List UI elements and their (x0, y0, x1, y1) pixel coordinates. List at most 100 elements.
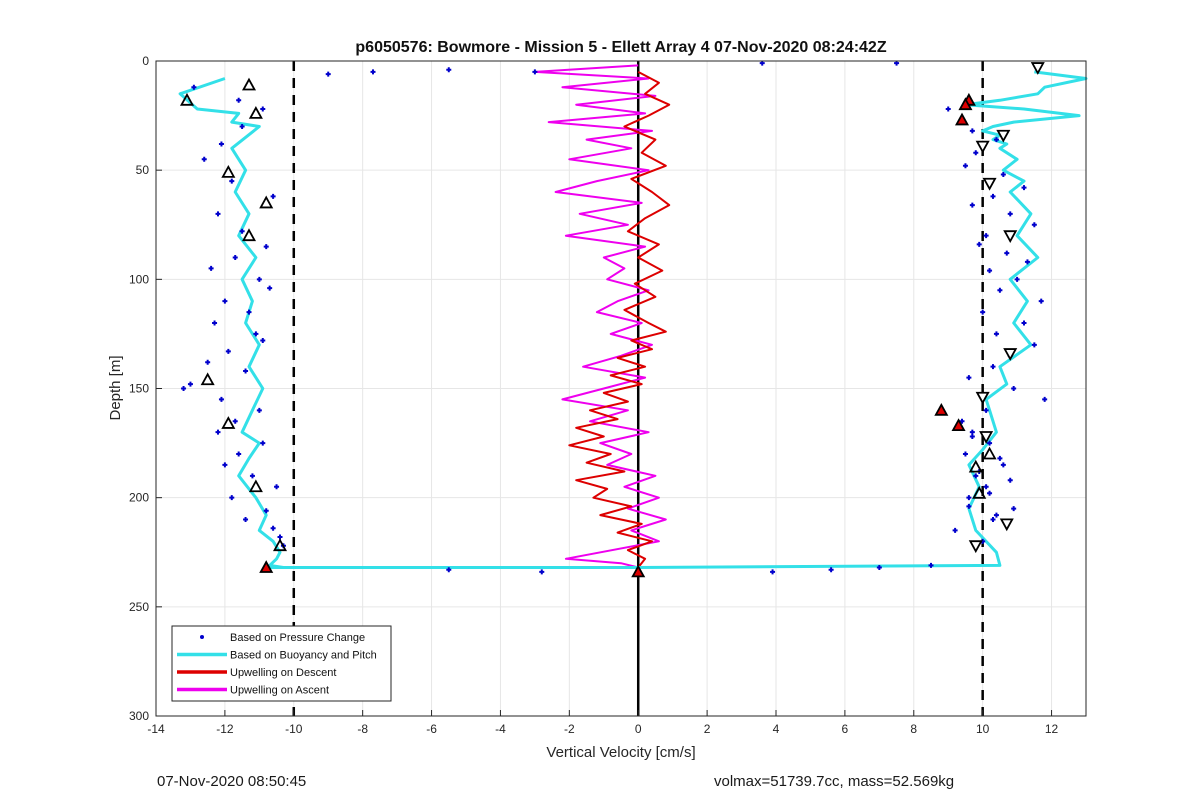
red-triangle-marker (259, 560, 274, 573)
pressure-change-point (232, 418, 238, 424)
pressure-change-point (969, 128, 975, 134)
open-down-triangle-marker (975, 140, 990, 154)
pressure-change-point (990, 193, 996, 199)
red-triangle-marker (951, 418, 966, 432)
open-up-triangle-marker (221, 164, 236, 178)
pressure-change-point (1021, 320, 1027, 326)
pressure-change-point (983, 233, 989, 239)
pressure-change-point (770, 569, 776, 575)
pressure-change-point (260, 440, 266, 446)
pressure-change-point (249, 473, 255, 479)
pressure-change-point (232, 255, 238, 260)
open-down-triangle-marker (1003, 348, 1018, 361)
pressure-change-point (1014, 276, 1020, 282)
series-buoyancy-pitch (178, 70, 1088, 569)
pressure-change-point (239, 124, 245, 129)
open-up-triangle-marker (968, 459, 983, 473)
pressure-change-point (969, 429, 975, 435)
pressure-change-point (1011, 386, 1017, 391)
pressure-change-point (928, 562, 934, 568)
y-tick-label: 150 (129, 382, 149, 396)
x-tick-label: 8 (910, 722, 917, 736)
pressure-change-point (229, 495, 235, 501)
pressure-change-point (1042, 396, 1048, 402)
pressure-change-point (987, 490, 993, 496)
pressure-change-point (990, 517, 996, 522)
plot-area (178, 60, 1088, 578)
x-axis-ticks: -14 -12 -10 -8 -6 -4 -2 0 2 4 6 8 10 12 (147, 710, 1059, 736)
pressure-change-point (1031, 222, 1037, 228)
pressure-change-point (1011, 506, 1017, 512)
open-up-triangle-marker (241, 228, 257, 242)
pressure-change-point (243, 368, 249, 374)
open-down-triangle-marker (982, 177, 997, 191)
y-tick-label: 100 (129, 272, 149, 286)
pressure-change-point (980, 309, 986, 315)
legend: Based on Pressure Change Based on Buoyanc… (171, 625, 392, 702)
pressure-change-point (215, 211, 221, 217)
open-up-triangle-marker (221, 416, 236, 429)
x-tick-label: 0 (635, 722, 642, 736)
legend-label: Based on Pressure Change (230, 632, 365, 644)
x-tick-label: -12 (216, 722, 234, 736)
pressure-change-point (243, 517, 249, 522)
pressure-change-point (229, 178, 235, 184)
pressure-change-point (246, 309, 252, 315)
pressure-change-point (260, 337, 266, 343)
pressure-change-point (1024, 259, 1030, 265)
pressure-change-point (966, 503, 972, 509)
pressure-change-point (256, 276, 262, 282)
pressure-change-point (222, 298, 228, 304)
pressure-change-point (1004, 250, 1010, 256)
reference-lines (292, 61, 984, 716)
pressure-change-point (997, 287, 1003, 293)
pressure-change-point (973, 473, 979, 479)
pressure-change-point (1007, 477, 1013, 483)
pressure-change-point (253, 331, 259, 337)
pressure-change-point (976, 241, 982, 247)
pressure-change-point (215, 429, 221, 435)
pressure-change-point (993, 331, 999, 337)
x-tick-label: 10 (976, 722, 990, 736)
red-triangle-marker (631, 564, 646, 578)
x-tick-label: -10 (285, 722, 303, 736)
pressure-change-point (983, 484, 989, 490)
pressure-change-point (993, 512, 999, 518)
footer-timestamp: 07-Nov-2020 08:50:45 (157, 773, 307, 790)
open-down-triangle-marker (975, 391, 990, 405)
open-up-triangle-marker (272, 538, 288, 552)
pressure-change-point (187, 381, 193, 387)
red-triangle-marker (934, 402, 949, 416)
open-up-triangle-marker (241, 77, 257, 91)
open-up-triangle-marker (200, 372, 215, 386)
open-down-triangle-marker (1003, 230, 1018, 244)
pressure-change-point (208, 265, 214, 271)
x-tick-label: -14 (147, 722, 165, 736)
pressure-change-point (274, 484, 280, 490)
x-tick-label: 2 (704, 722, 711, 736)
pressure-change-point (539, 569, 545, 575)
pressure-change-point (983, 407, 989, 413)
x-tick-label: -4 (495, 722, 506, 736)
x-tick-label: 12 (1045, 722, 1059, 736)
open-up-triangle-marker (972, 485, 987, 499)
pressure-change-point (969, 202, 975, 208)
y-tick-label: 300 (129, 709, 149, 723)
open-up-triangle-marker (259, 195, 274, 209)
pressure-change-point (325, 71, 331, 77)
y-axis-ticks: 0 50 100 150 200 250 300 (129, 54, 162, 723)
pressure-change-point (966, 495, 972, 501)
pressure-change-point (973, 150, 979, 156)
pressure-change-point (894, 60, 900, 66)
pressure-change-point (987, 440, 993, 446)
x-tick-label: 6 (842, 722, 849, 736)
pressure-change-point (218, 396, 224, 402)
pressure-change-point (263, 508, 269, 514)
pressure-change-point (263, 244, 269, 250)
legend-label: Upwelling on Ascent (230, 685, 329, 697)
pressure-change-point (236, 97, 242, 103)
pressure-change-point (990, 364, 996, 370)
open-up-triangle-marker (982, 446, 997, 460)
pressure-change-point (218, 141, 224, 147)
pressure-change-point (222, 462, 228, 468)
